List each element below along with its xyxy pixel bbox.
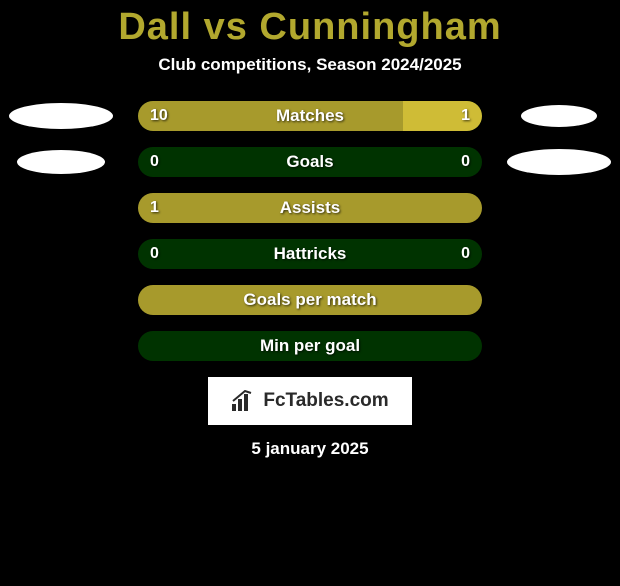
stat-value-right: 0 — [461, 239, 470, 269]
stat-row: Goals per match — [0, 285, 620, 315]
stat-label: Min per goal — [138, 331, 482, 361]
date-label: 5 january 2025 — [0, 439, 620, 459]
page-subtitle: Club competitions, Season 2024/2025 — [0, 55, 620, 75]
stat-row: Assists1 — [0, 193, 620, 223]
logo-box: FcTables.com — [208, 377, 412, 425]
stat-row: Hattricks0 0 — [0, 239, 620, 269]
stat-bar: Hattricks0 0 — [138, 239, 482, 269]
stat-label: Goals — [138, 147, 482, 177]
stat-bar: Goals per match — [138, 285, 482, 315]
team-badge-placeholder — [507, 149, 611, 175]
stat-bar: Matches101 — [138, 101, 482, 131]
bar-chart-icon — [231, 390, 257, 412]
stat-value-left: 0 — [150, 147, 159, 177]
page-title: Dall vs Cunningham — [0, 6, 620, 49]
bar-segment-left — [138, 285, 482, 315]
bar-segment-left — [138, 193, 482, 223]
bar-segment-right — [403, 101, 482, 131]
team-badge-placeholder — [9, 103, 113, 129]
chart-area: Matches101Goals00Assists1Hattricks00Goal… — [0, 101, 620, 361]
bar-segment-left — [138, 101, 403, 131]
team-badge-placeholder — [521, 105, 597, 127]
stat-row: Min per goal — [0, 331, 620, 361]
stat-bar: Assists1 — [138, 193, 482, 223]
stat-bar: Goals0 0 — [138, 147, 482, 177]
stat-value-left: 0 — [150, 239, 159, 269]
logo-text: FcTables.com — [263, 390, 388, 412]
team-badge-placeholder — [17, 150, 105, 174]
stat-label: Hattricks — [138, 239, 482, 269]
stat-value-right: 0 — [461, 147, 470, 177]
stat-bar: Min per goal — [138, 331, 482, 361]
